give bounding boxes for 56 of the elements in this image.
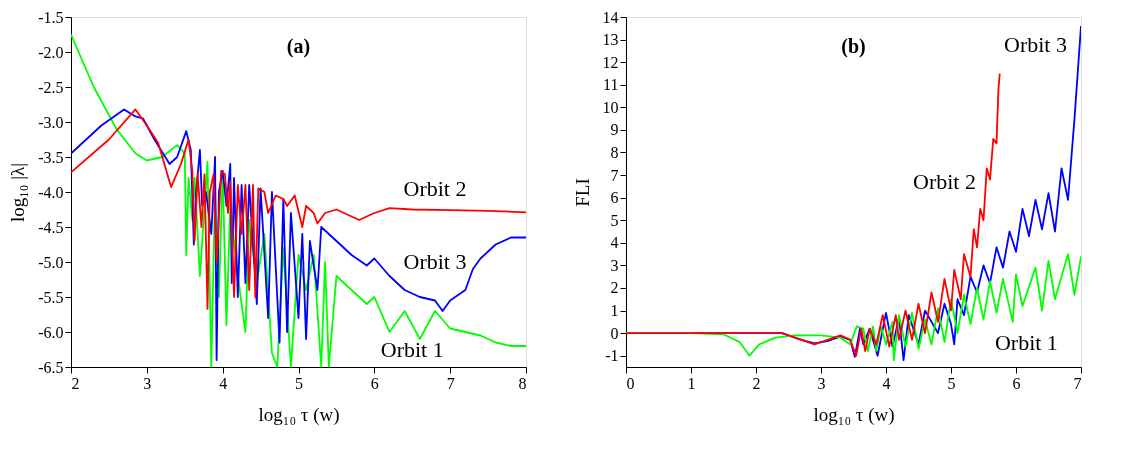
y-tick-label: -1 — [605, 347, 619, 365]
y-tick-label: -2.0 — [38, 43, 64, 61]
y-tick-label: 13 — [602, 31, 619, 49]
x-tick-label: 0 — [626, 374, 635, 392]
x-tick-label: 7 — [446, 374, 455, 392]
y-axis-title: log₁₀ |λ| — [7, 162, 29, 223]
x-axis-title: log₁₀ τ (w) — [258, 403, 340, 426]
x-tick-label: 6 — [1012, 374, 1021, 392]
series-label: Orbit 2 — [913, 168, 976, 194]
x-tick-label: 2 — [752, 374, 761, 392]
y-tick-label: -5.5 — [38, 288, 64, 306]
y-tick-label: 11 — [603, 76, 619, 94]
series-label: Orbit 3 — [1004, 32, 1067, 57]
y-tick-label: 10 — [602, 98, 619, 116]
y-tick-label: 3 — [610, 256, 619, 274]
x-tick-label: 3 — [143, 374, 152, 392]
x-tick-label: 3 — [817, 374, 826, 392]
y-tick-label: 7 — [610, 166, 619, 184]
y-axis-title: FLI — [571, 178, 593, 207]
series-label: Orbit 3 — [403, 249, 467, 274]
y-tick-label: 1 — [610, 302, 619, 320]
y-tick-label: 8 — [610, 143, 619, 161]
y-tick-label: 12 — [602, 53, 619, 71]
y-tick-label: -4.0 — [38, 183, 64, 201]
series-label: Orbit 1 — [994, 329, 1058, 355]
y-tick-label: 0 — [610, 324, 619, 342]
y-tick-label: 14 — [602, 8, 619, 26]
y-tick-label: -3.5 — [38, 148, 64, 166]
y-tick-label: -5.0 — [38, 253, 64, 271]
series-label: Orbit 1 — [380, 336, 444, 362]
y-tick-label: 2 — [610, 279, 619, 297]
x-tick-label: 4 — [219, 374, 228, 392]
x-tick-label: 5 — [947, 374, 956, 392]
x-tick-label: 5 — [295, 374, 303, 392]
x-tick-label: 7 — [1073, 374, 1082, 392]
y-tick-label: -2.5 — [38, 78, 64, 96]
text: (b) — [841, 35, 866, 58]
y-tick-label: -6.5 — [38, 358, 64, 376]
x-tick-label: 2 — [71, 374, 80, 392]
series-label: Orbit 2 — [403, 175, 467, 201]
y-tick-label: -3.0 — [38, 113, 64, 131]
y-tick-label: -1.5 — [38, 8, 64, 26]
y-tick-label: -4.5 — [38, 218, 64, 236]
y-tick-label: 9 — [610, 121, 619, 139]
y-tick-label: 5 — [610, 211, 619, 229]
x-tick-label: 4 — [882, 374, 891, 392]
x-axis-title: log₁₀ τ (w) — [813, 403, 895, 426]
text: (a) — [286, 35, 311, 58]
line-series — [71, 108, 526, 361]
x-tick-label: 8 — [518, 374, 527, 392]
x-tick-label: 1 — [687, 374, 696, 392]
y-tick-label: 6 — [610, 189, 619, 207]
y-tick-label: -6.0 — [38, 323, 64, 341]
x-tick-label: 6 — [370, 374, 379, 392]
y-tick-label: 4 — [610, 234, 619, 252]
line-series — [71, 108, 526, 310]
